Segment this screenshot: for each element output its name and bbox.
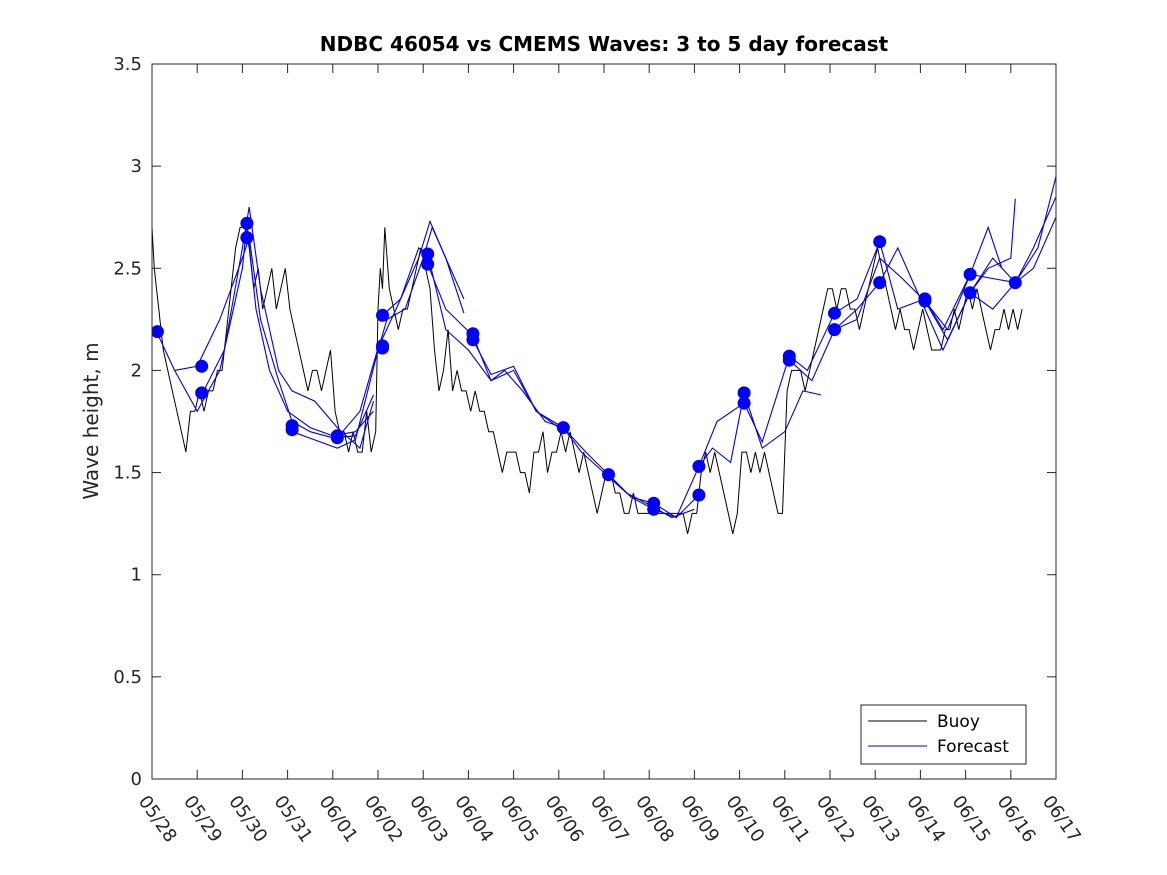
forecast-start-marker <box>782 353 796 367</box>
forecast-start-marker <box>376 308 389 322</box>
y-axis-label: Wave height, m <box>79 342 103 499</box>
forecast-start-marker <box>330 431 344 445</box>
forecast-start-marker <box>647 502 661 516</box>
forecast-start-marker <box>152 325 164 339</box>
forecast-start-marker <box>963 286 977 300</box>
y-tick-label: 1 <box>131 565 142 586</box>
forecast-start-marker <box>918 294 932 308</box>
axes-box <box>151 63 1057 780</box>
forecast-start-marker <box>873 235 887 249</box>
forecast-start-marker <box>195 386 209 400</box>
forecast-segment-line <box>336 219 465 439</box>
forecast-start-marker <box>556 421 570 435</box>
y-tick-labels: 0 0.5 1 1.5 2 2.5 3 3.5 <box>113 54 142 790</box>
forecast-segment-line <box>924 176 1056 331</box>
forecast-start-marker <box>828 323 841 337</box>
buoy-series-line <box>152 226 1023 535</box>
legend: Buoy Forecast <box>860 704 1027 765</box>
forecast-start-marker <box>421 257 435 271</box>
legend-box <box>860 704 1027 765</box>
forecast-start-marker <box>963 267 977 281</box>
forecast-start-marker <box>285 423 299 437</box>
y-tick-label: 2 <box>131 360 142 381</box>
plot-content <box>152 176 1056 535</box>
y-tick-label: 3.5 <box>113 54 142 75</box>
forecast-start-marker <box>692 459 706 473</box>
y-tick-label: 0 <box>131 769 142 790</box>
forecast-start-marker <box>692 488 706 502</box>
forecast-start-marker <box>602 468 615 482</box>
forecast-start-marker <box>376 339 389 353</box>
forecast-start-marker <box>240 216 254 230</box>
forecast-start-marker <box>195 359 209 373</box>
forecast-start-marker <box>873 276 887 290</box>
forecast-segment-line <box>472 339 700 519</box>
forecast-segment-line <box>698 225 1003 467</box>
forecast-start-marker <box>1008 276 1022 290</box>
forecast-segment-line <box>834 216 1056 341</box>
forecast-start-marker <box>240 231 254 245</box>
forecast-segment-line <box>382 247 560 429</box>
y-tick-label: 3 <box>131 156 142 177</box>
forecast-start-marker <box>421 247 435 261</box>
y-tick-label: 1.5 <box>113 463 142 484</box>
y-tick-label: 0.5 <box>113 667 142 688</box>
forecast-start-marker <box>828 306 841 320</box>
forecast-segment-line <box>201 206 375 450</box>
y-tick-label: 2.5 <box>113 258 142 279</box>
forecast-segment-line <box>788 198 1016 382</box>
forecast-start-marker <box>737 386 751 400</box>
forecast-start-marker <box>737 396 751 410</box>
legend-forecast-label: Forecast <box>937 737 1009 757</box>
legend-buoy-label: Buoy <box>937 712 980 732</box>
chart-title: NDBC 46054 vs CMEMS Waves: 3 to 5 day fo… <box>320 32 889 56</box>
forecast-start-marker <box>466 333 480 347</box>
